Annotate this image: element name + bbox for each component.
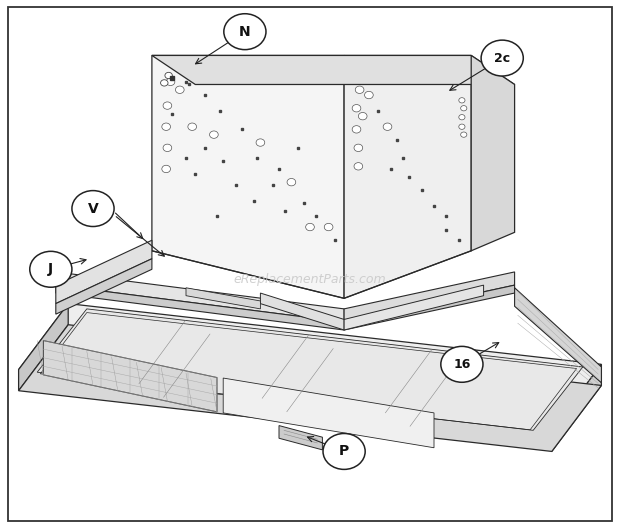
Polygon shape — [19, 304, 601, 430]
Circle shape — [188, 123, 197, 130]
Circle shape — [461, 132, 467, 137]
Polygon shape — [223, 378, 434, 448]
Polygon shape — [552, 364, 601, 451]
Text: eReplacementParts.com: eReplacementParts.com — [234, 274, 386, 286]
Text: N: N — [239, 25, 250, 39]
Circle shape — [441, 346, 483, 382]
Circle shape — [459, 124, 465, 129]
Circle shape — [324, 223, 333, 231]
Circle shape — [163, 144, 172, 152]
Circle shape — [30, 251, 72, 287]
Circle shape — [165, 72, 172, 79]
Circle shape — [459, 115, 465, 120]
Polygon shape — [19, 304, 68, 391]
Circle shape — [461, 106, 467, 111]
Circle shape — [166, 78, 175, 86]
Text: V: V — [87, 202, 99, 215]
Circle shape — [287, 178, 296, 186]
Circle shape — [383, 123, 392, 130]
Polygon shape — [56, 259, 152, 314]
Polygon shape — [344, 272, 515, 322]
Polygon shape — [56, 240, 152, 304]
Text: J: J — [48, 262, 53, 276]
Text: 2c: 2c — [494, 52, 510, 64]
Circle shape — [224, 14, 266, 50]
Circle shape — [306, 223, 314, 231]
Polygon shape — [56, 272, 344, 322]
Polygon shape — [19, 325, 601, 451]
Polygon shape — [515, 288, 601, 383]
Polygon shape — [279, 426, 322, 450]
Circle shape — [354, 163, 363, 170]
Circle shape — [210, 131, 218, 138]
Polygon shape — [152, 55, 344, 298]
Circle shape — [162, 123, 170, 130]
Circle shape — [162, 165, 170, 173]
Circle shape — [355, 86, 364, 93]
Polygon shape — [37, 309, 583, 430]
Circle shape — [161, 80, 168, 86]
Circle shape — [352, 105, 361, 112]
Polygon shape — [43, 341, 217, 412]
Polygon shape — [471, 55, 515, 251]
Circle shape — [481, 40, 523, 76]
Polygon shape — [344, 285, 484, 330]
Polygon shape — [56, 285, 344, 330]
Polygon shape — [344, 285, 515, 330]
Circle shape — [72, 191, 114, 227]
Circle shape — [323, 433, 365, 469]
Polygon shape — [152, 55, 515, 84]
Circle shape — [352, 126, 361, 133]
Circle shape — [358, 112, 367, 120]
Text: 16: 16 — [453, 358, 471, 371]
Polygon shape — [260, 293, 344, 330]
Polygon shape — [186, 288, 260, 309]
Circle shape — [459, 98, 465, 103]
Circle shape — [163, 102, 172, 109]
Text: P: P — [339, 445, 349, 458]
Circle shape — [354, 144, 363, 152]
Circle shape — [365, 91, 373, 99]
Circle shape — [175, 86, 184, 93]
Circle shape — [256, 139, 265, 146]
Polygon shape — [344, 55, 471, 298]
